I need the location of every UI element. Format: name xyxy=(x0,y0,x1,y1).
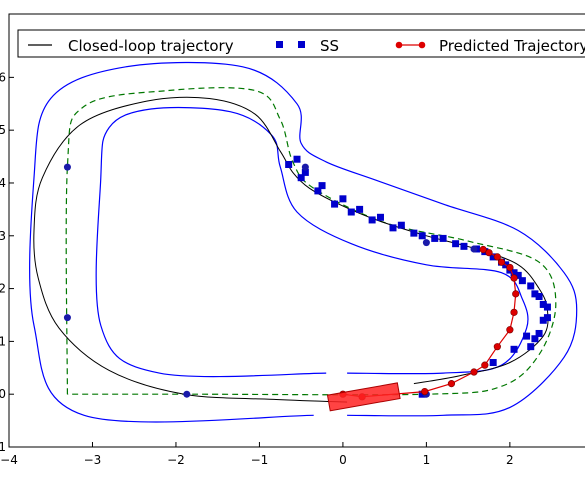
ss-point xyxy=(297,174,305,182)
y-tick-label: −1 xyxy=(0,440,6,454)
trajectory-marker xyxy=(63,163,71,171)
ss-point xyxy=(543,303,551,311)
ss-point xyxy=(535,329,543,337)
x-tick-label: 0 xyxy=(339,453,347,467)
axes-frame xyxy=(8,13,585,448)
legend-label-predicted: Predicted Trajectory xyxy=(439,37,585,55)
y-tick-label: 5 xyxy=(0,123,6,137)
y-tick-label: 3 xyxy=(0,229,6,243)
ss-point xyxy=(489,253,497,261)
predicted-trajectory-point xyxy=(421,387,429,396)
trajectory-marker xyxy=(63,314,71,322)
x-tick-label: 1 xyxy=(423,453,431,467)
ss-point xyxy=(285,160,293,168)
y-tick-label: 6 xyxy=(0,70,6,84)
predicted-trajectory-point xyxy=(506,326,514,334)
predicted-trajectory-point xyxy=(479,245,487,254)
ss-point xyxy=(418,232,426,240)
predicted-trajectory-point xyxy=(510,274,518,282)
track-centerline xyxy=(65,87,557,396)
ss-point xyxy=(489,359,497,367)
track-inner-boundary xyxy=(95,106,529,378)
vehicle-group xyxy=(326,382,401,412)
predicted-trajectory-point xyxy=(493,253,501,261)
predicted-trajectory-line xyxy=(342,248,517,398)
track-outer-boundary xyxy=(29,61,578,423)
ss-point xyxy=(376,213,384,221)
predicted-trajectory-point xyxy=(497,258,506,266)
ss-point xyxy=(347,208,355,216)
tick-group: −4 −3 −2 −1 0 1 2 −1 0 1 2 3 4 5 6 xyxy=(0,70,514,467)
predicted-trajectory-point xyxy=(506,263,514,272)
ss-point xyxy=(460,242,468,250)
predicted-trajectory-point xyxy=(481,361,489,369)
vehicle-rectangle xyxy=(326,382,401,412)
trajectory-marker xyxy=(301,163,309,171)
x-tick-label: −2 xyxy=(167,453,185,467)
predicted-trajectory-point xyxy=(470,368,478,376)
x-tick-label: −1 xyxy=(251,453,269,467)
ss-point xyxy=(535,293,543,301)
ss-point xyxy=(318,182,326,190)
y-tick-label: 4 xyxy=(0,176,6,190)
ss-point xyxy=(531,290,539,298)
series-group xyxy=(33,96,551,403)
ss-point xyxy=(314,187,322,195)
legend-swatch-ss-a xyxy=(276,41,283,48)
predicted-trajectory-point xyxy=(510,308,518,316)
ss-point xyxy=(527,343,535,351)
predicted-trajectory-point xyxy=(512,290,520,298)
ss-point xyxy=(293,155,301,163)
ss-point xyxy=(339,195,347,203)
ss-point xyxy=(389,224,397,232)
legend-swatch-predicted-marker-a xyxy=(395,41,403,49)
ss-point xyxy=(514,271,522,279)
y-tick-label: 2 xyxy=(0,282,6,296)
ss-point xyxy=(543,314,551,322)
ss-point xyxy=(397,221,405,229)
ss-point xyxy=(431,234,439,242)
ss-point xyxy=(510,345,518,353)
predicted-trajectory-point xyxy=(485,249,493,257)
legend: Closed-loop trajectory SS Predicted Traj… xyxy=(17,29,585,58)
legend-label-closed-loop: Closed-loop trajectory xyxy=(68,37,234,55)
x-tick-label: −3 xyxy=(84,453,102,467)
legend-label-ss: SS xyxy=(320,37,339,55)
trajectory-marker xyxy=(183,390,191,398)
ss-point xyxy=(410,229,418,237)
y-tick-label: 1 xyxy=(0,334,6,348)
ss-point xyxy=(331,200,339,208)
predicted-trajectory-point xyxy=(447,380,456,388)
ss-point xyxy=(452,240,460,248)
x-tick-label: 2 xyxy=(506,453,514,467)
legend-swatch-ss-b xyxy=(298,41,305,48)
x-tick-label: −4 xyxy=(0,453,18,467)
predicted-trajectory-point xyxy=(493,343,501,351)
ss-point xyxy=(539,300,547,308)
trajectory-marker xyxy=(470,245,478,253)
ss-point xyxy=(356,205,364,213)
y-tick-label: 0 xyxy=(0,387,6,401)
ss-point xyxy=(539,316,547,324)
ss-point xyxy=(523,332,531,340)
ss-point xyxy=(418,390,426,398)
ss-point xyxy=(301,168,309,176)
legend-swatch-predicted-marker-b xyxy=(418,41,426,49)
ss-point xyxy=(527,282,535,290)
ss-point xyxy=(510,269,518,277)
ss-point xyxy=(531,335,539,343)
trajectory-marker xyxy=(422,239,430,247)
ss-point xyxy=(518,277,526,285)
ss-point xyxy=(439,234,447,242)
ss-point xyxy=(368,216,376,224)
